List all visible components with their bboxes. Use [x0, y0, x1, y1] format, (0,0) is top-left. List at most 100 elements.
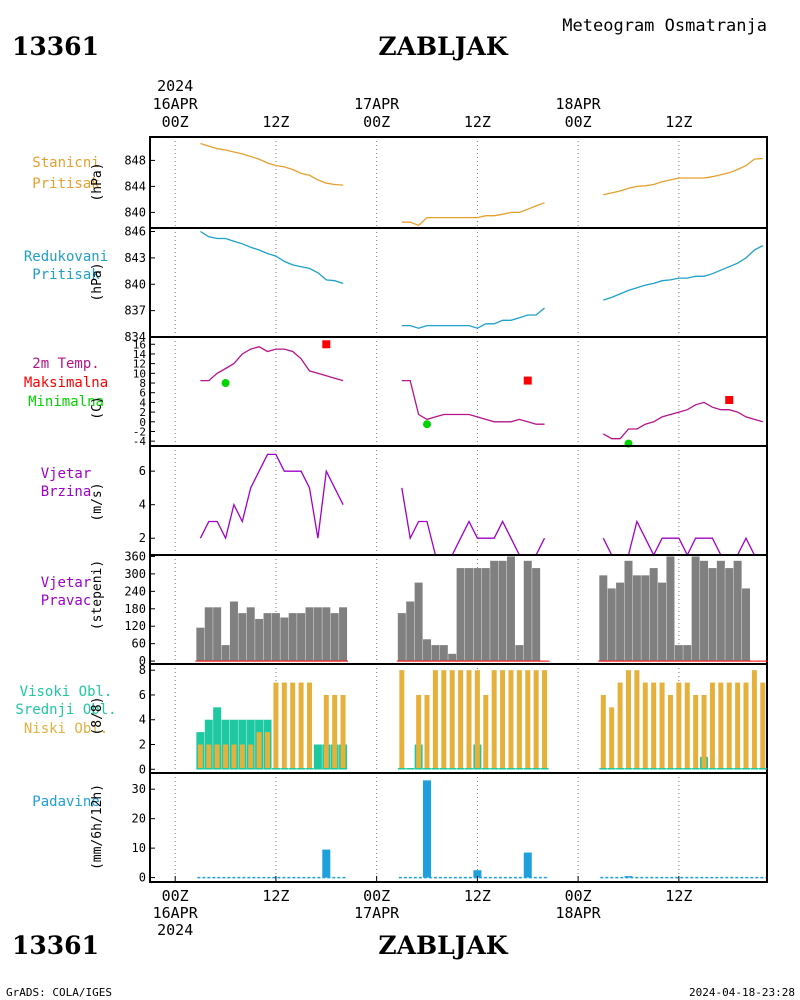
wind-dir-bar [448, 653, 457, 662]
low-cloud-bar [290, 682, 296, 770]
wind-dir-bar [339, 607, 348, 662]
low-cloud-bar [281, 682, 287, 770]
low-cloud-bar [231, 744, 237, 770]
y-tick-label: 4 [139, 713, 146, 727]
wind-dir-bar [674, 645, 683, 662]
panel-label: Niski Obl. [24, 721, 108, 737]
series-line-reduced_pressure [401, 307, 545, 329]
low-cloud-bar [684, 682, 690, 770]
panel-frame [149, 772, 768, 883]
low-cloud-bar [449, 670, 455, 770]
wind-dir-bar [691, 556, 700, 662]
wind-dir-bar [330, 613, 339, 662]
low-cloud-bar [206, 744, 212, 770]
low-cloud-bar [441, 670, 447, 770]
panel-label: Pritisak [32, 267, 100, 283]
wind-dir-bar [700, 560, 709, 662]
low-cloud-bar [298, 682, 304, 770]
wind-dir-bar [708, 568, 717, 662]
wind-dir-bar [196, 627, 205, 662]
low-cloud-bar [265, 732, 271, 770]
y-tick-label: 2 [139, 738, 146, 752]
low-cloud-bar [416, 694, 422, 770]
panel-label: Visoki Obl. [20, 684, 113, 700]
low-cloud-bar [533, 670, 539, 770]
panels: StanicniPritisak(hPa)840844848Redukovani… [15, 136, 768, 885]
low-cloud-bar [676, 682, 682, 770]
bottom-time-label: 16APR [153, 904, 199, 922]
y-tick-label: 2 [139, 531, 146, 545]
y-tick-label: 10 [132, 841, 146, 855]
series-line-wind_speed [602, 519, 763, 557]
low-cloud-bar [693, 694, 699, 770]
axis-unit: (8/8) [90, 696, 105, 735]
wind-dir-bar [322, 607, 331, 662]
precip-bar [473, 870, 482, 878]
series-line-station_pressure [603, 157, 763, 196]
wind-dir-bar [204, 607, 213, 662]
wind-dir-bar [271, 613, 280, 662]
high-cloud-bar [313, 744, 322, 770]
wind-dir-bar [431, 645, 440, 662]
station-id-top: 13361 [12, 32, 99, 61]
panel-reduced_pressure: Redukovani Pritisak(hPa) 834 837 840 843 846 [24, 225, 768, 344]
y-tick-label: 6 [139, 387, 146, 400]
bottom-time-label: 17APR [354, 904, 400, 922]
low-cloud-bar [273, 682, 279, 770]
wind-dir-bar [221, 645, 230, 662]
wind-dir-bar [515, 645, 524, 662]
y-tick-label: 834 [124, 330, 146, 344]
low-cloud-bar [223, 744, 229, 770]
bottom-time-label: 12Z [262, 887, 289, 905]
y-tick-label: 8 [139, 663, 146, 677]
y-tick-label: 840 [124, 277, 146, 291]
bottom-time-label: 2024 [157, 921, 193, 939]
wind-dir-bar [523, 560, 532, 662]
low-cloud-bar [709, 682, 715, 770]
y-tick-label: 300 [124, 567, 146, 581]
wind-dir-bar [481, 568, 490, 662]
wind-dir-bar [263, 613, 272, 662]
panel-label: Pritisak [32, 176, 100, 192]
low-cloud-bar [701, 694, 707, 770]
low-cloud-bar [239, 744, 245, 770]
y-tick-label: 843 [124, 251, 146, 265]
panel-label: Srednji Obl. [15, 702, 116, 718]
wind-dir-bar [313, 607, 322, 662]
wind-dir-bar [423, 639, 432, 662]
y-tick-label: 30 [132, 782, 146, 796]
precip-bar [523, 852, 532, 878]
axis-unit: (mm/6h/12h) [90, 784, 105, 870]
y-tick-label: 240 [124, 584, 146, 598]
wind-dir-bar [649, 568, 658, 662]
series-line-temperature [401, 379, 545, 425]
station-name-top: ZABLJAK [378, 32, 509, 61]
wind-dir-bar [632, 575, 641, 662]
wind-dir-bar [641, 575, 650, 662]
low-cloud-bar [516, 670, 522, 770]
top-time-label: 2024 [157, 77, 193, 95]
wind-dir-bar [733, 560, 742, 662]
wind-dir-bar [229, 601, 238, 662]
wind-dir-bar [683, 645, 692, 662]
top-time-label: 17APR [354, 95, 400, 113]
low-cloud-bar [735, 682, 741, 770]
series-line-wind_speed [199, 453, 344, 541]
low-cloud-bar [491, 670, 497, 770]
y-tick-label: 0 [139, 762, 146, 776]
panel-label: Vjetar [41, 466, 92, 482]
top-time-label: 00Z [162, 113, 189, 131]
footer-right: 2024-04-18-23:28 [689, 986, 795, 999]
station-id-bottom: 13361 [12, 931, 99, 960]
panel-label: Redukovani [24, 249, 108, 265]
low-cloud-bar [500, 670, 506, 770]
product-title: Meteogram Osmatranja [562, 16, 767, 36]
y-tick-label: 0 [139, 654, 146, 668]
wind-dir-bar [473, 568, 482, 662]
low-cloud-bar [743, 682, 749, 770]
low-cloud-bar [306, 682, 312, 770]
y-tick-label: 20 [132, 812, 146, 826]
low-cloud-bar [332, 694, 338, 770]
wind-dir-bar [506, 556, 515, 662]
